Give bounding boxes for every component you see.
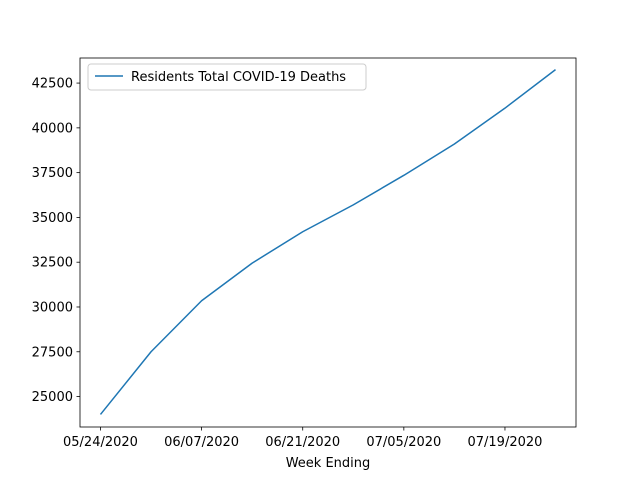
legend-frame xyxy=(87,63,367,91)
y-tick-label: 40000 xyxy=(32,121,73,136)
y-tick-label: 37500 xyxy=(32,166,73,181)
y-tick-label: 30000 xyxy=(32,300,73,315)
y-tick-label: 27500 xyxy=(32,345,73,360)
legend: Residents Total COVID-19 Deaths xyxy=(87,63,367,91)
series-line-0 xyxy=(99,69,556,415)
y-tick-label: 42500 xyxy=(32,77,73,92)
y-tick-label: 32500 xyxy=(32,256,73,271)
y-tick-label: 35000 xyxy=(32,211,73,226)
x-tick-label: 06/21/2020 xyxy=(265,435,340,450)
axes: 25000 27500 30000 32500 35000 37500 40000 42500… xyxy=(32,57,577,450)
x-axis-label: Week Ending xyxy=(286,456,371,471)
x-tick-label: 05/24/2020 xyxy=(63,435,138,450)
x-tick-label: 07/19/2020 xyxy=(467,435,542,450)
y-tick-label: 25000 xyxy=(32,390,73,405)
plot-frame xyxy=(79,57,577,428)
x-tick-label: 07/05/2020 xyxy=(366,435,441,450)
legend-label: Residents Total COVID-19 Deaths xyxy=(131,70,346,85)
x-tick-label: 06/07/2020 xyxy=(164,435,239,450)
plot-area xyxy=(99,69,556,415)
